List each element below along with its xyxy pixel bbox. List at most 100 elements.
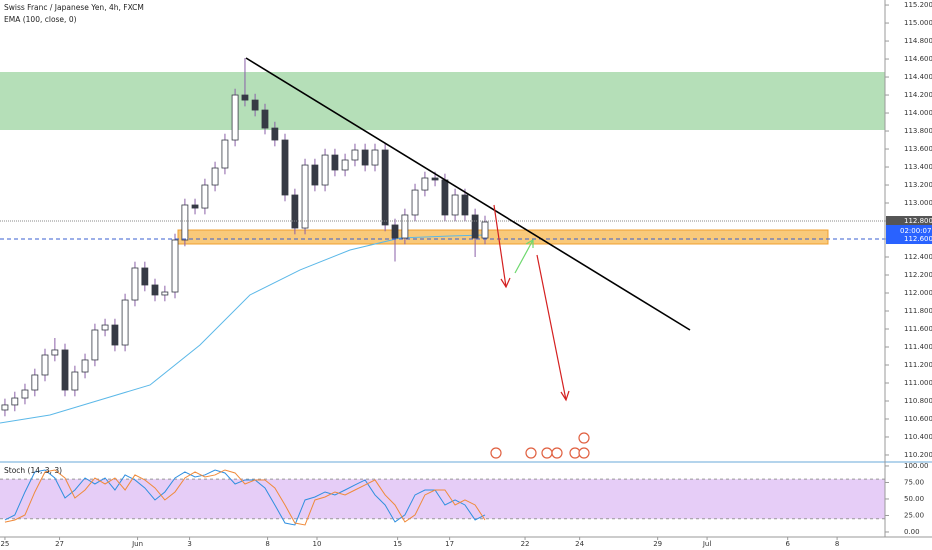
- candle-body: [41, 354, 49, 376]
- x-tick-label: 8: [265, 540, 269, 548]
- trend-line: [245, 57, 691, 331]
- last-price-label: 112.600: [904, 235, 932, 243]
- x-tick-label: 25: [0, 540, 9, 548]
- candle-body: [61, 349, 69, 391]
- candle-body: [451, 194, 459, 216]
- candle-body: [301, 164, 309, 229]
- y-tick-label: 112.200: [904, 271, 932, 279]
- y-tick-label: 112.000: [904, 289, 932, 297]
- candle-body: [471, 214, 479, 239]
- candle-body: [231, 94, 239, 141]
- x-tick-label: 8: [835, 540, 839, 548]
- y-tick-label: 112.400: [904, 253, 932, 261]
- resistance-zone: [0, 72, 885, 130]
- candle-body: [311, 164, 319, 186]
- candle-body: [151, 284, 159, 296]
- candle-body: [391, 224, 399, 239]
- y-tick-label: 114.800: [904, 37, 932, 45]
- x-tick-label: 3: [187, 540, 191, 548]
- candle-body: [101, 324, 109, 331]
- y-tick-label: 25.00: [904, 511, 924, 519]
- x-tick-label: 27: [55, 540, 64, 548]
- support-zone: [177, 229, 829, 245]
- red-arrows: [493, 204, 570, 402]
- candle-body: [221, 139, 229, 169]
- candle-body: [271, 127, 279, 141]
- x-tick-label: 6: [785, 540, 790, 548]
- candle-body: [11, 397, 19, 406]
- ema-line: [0, 234, 486, 424]
- candle-body: [251, 99, 259, 111]
- indicator-title: EMA (100, close, 0): [4, 15, 77, 24]
- candle-body: [341, 159, 349, 171]
- candle-body: [371, 149, 379, 166]
- y-tick-label: 115.200: [904, 1, 932, 9]
- candle-body: [21, 389, 29, 399]
- y-tick-label: 110.400: [904, 433, 932, 441]
- y-tick-label: 113.200: [904, 181, 932, 189]
- candle-body: [421, 177, 429, 191]
- y-tick-label: 114.400: [904, 73, 932, 81]
- candle-body: [351, 149, 359, 161]
- y-tick-label: 114.600: [904, 55, 932, 63]
- candle-body: [291, 194, 299, 229]
- candle-body: [461, 194, 469, 216]
- candle-body: [191, 204, 199, 209]
- candle-body: [91, 329, 99, 361]
- stoch-title: Stoch (14, 3, 3): [4, 466, 62, 475]
- y-tick-label: 0.00: [904, 528, 920, 536]
- x-tick-label: 15: [393, 540, 402, 548]
- x-tick-label: 22: [521, 540, 530, 548]
- candle-body: [281, 139, 289, 196]
- x-tick-label: 29: [653, 540, 662, 548]
- candle-body: [431, 177, 439, 181]
- candle-body: [321, 154, 329, 186]
- candle-body: [111, 324, 119, 346]
- green-arrow: [514, 238, 534, 274]
- candle-body: [131, 267, 139, 301]
- candle-body: [361, 149, 369, 166]
- candle-body: [381, 149, 389, 226]
- candle-body: [161, 291, 169, 296]
- x-tick-label: Jul: [702, 540, 712, 548]
- chart-title: Swiss Franc / Japanese Yen, 4h, FXCM: [4, 3, 144, 12]
- y-tick-label: 100.00: [904, 462, 929, 470]
- stoch-band: [0, 479, 885, 519]
- x-tick-label: Jun: [131, 540, 143, 548]
- countdown-label: 02:00:07: [900, 227, 931, 235]
- y-tick-label: 113.800: [904, 127, 932, 135]
- y-tick-label: 114.200: [904, 91, 932, 99]
- event-icons: [490, 432, 590, 459]
- candle-body: [331, 154, 339, 171]
- last-price-box: [886, 225, 932, 245]
- y-tick-label: 115.000: [904, 19, 932, 27]
- candle-body: [31, 374, 39, 391]
- candle-body: [141, 267, 149, 286]
- candle-body: [71, 371, 79, 391]
- candle-body: [411, 189, 419, 216]
- price-label-box: [886, 216, 932, 227]
- candle-body: [1, 404, 9, 411]
- candle-body: [121, 299, 129, 346]
- y-tick-label: 111.000: [904, 379, 932, 387]
- candle-body: [441, 179, 449, 216]
- candle-body: [181, 204, 189, 241]
- stoch-line: [4, 469, 486, 526]
- candle-body: [81, 359, 89, 373]
- y-tick-label: 113.000: [904, 199, 932, 207]
- y-tick-label: 114.000: [904, 109, 932, 117]
- y-tick-label: 110.200: [904, 451, 932, 459]
- y-tick-label: 111.800: [904, 307, 932, 315]
- price-label: 112.800: [904, 217, 932, 225]
- x-tick-label: 17: [445, 540, 454, 548]
- candle-body: [51, 349, 59, 356]
- x-tick-label: 10: [313, 540, 322, 548]
- candle-body: [401, 214, 409, 239]
- y-tick-label: 110.600: [904, 415, 932, 423]
- y-tick-label: 75.00: [904, 478, 924, 486]
- y-tick-label: 50.00: [904, 495, 924, 503]
- y-tick-label: 113.600: [904, 145, 932, 153]
- stoch-line: [4, 469, 486, 526]
